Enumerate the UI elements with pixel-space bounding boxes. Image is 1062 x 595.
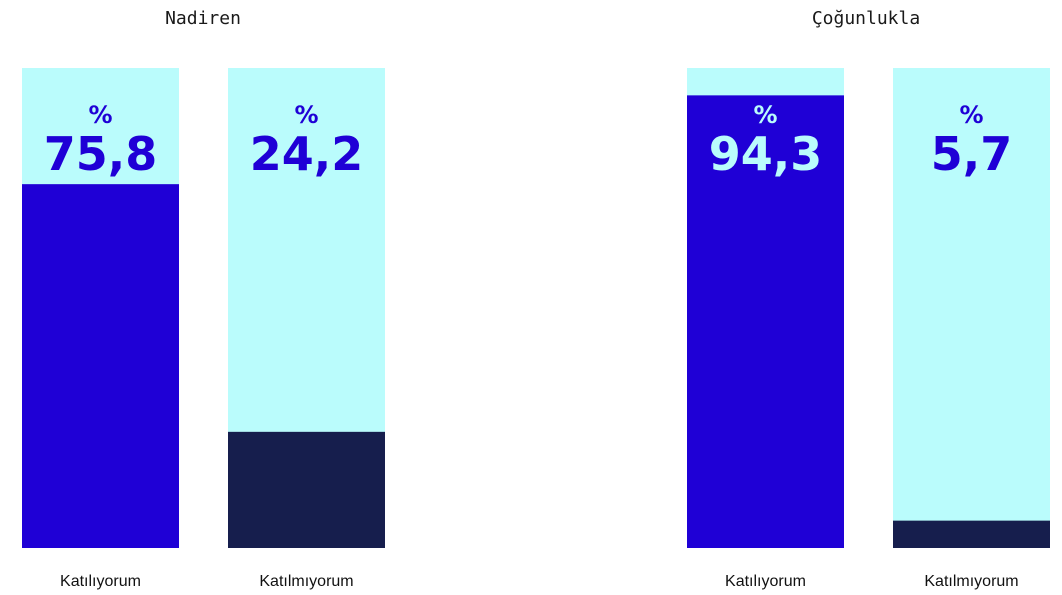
- value-label-pct-g0-disagree: %: [294, 101, 318, 129]
- value-label-pct-g1-agree: %: [753, 101, 777, 129]
- value-label-g1-disagree: 5,7: [931, 127, 1013, 181]
- group-title-nadiren: Nadiren: [165, 8, 241, 29]
- value-label-g1-agree: 94,3: [709, 127, 823, 181]
- bar-fill-g0-disagree: [228, 431, 385, 548]
- bar-fill-g0-agree: [22, 184, 179, 548]
- group-title-cogunlukla: Çoğunlukla: [812, 8, 920, 29]
- category-label-g0-disagree: Katılmıyorum: [259, 573, 353, 590]
- category-label-g1-agree: Katılıyorum: [725, 573, 806, 590]
- bar-fill-g1-disagree: [893, 520, 1050, 548]
- value-label-pct-g0-agree: %: [88, 101, 112, 129]
- category-label-g1-disagree: Katılmıyorum: [924, 573, 1018, 590]
- category-label-g0-agree: Katılıyorum: [60, 573, 141, 590]
- value-label-pct-g1-disagree: %: [959, 101, 983, 129]
- value-label-g0-disagree: 24,2: [250, 127, 364, 181]
- bars-layer: %75,8Katılıyorum%24,2Katılmıyorum%94,3Ka…: [22, 68, 1050, 590]
- bar-fill-g1-agree: [687, 95, 844, 549]
- value-label-g0-agree: 75,8: [44, 127, 158, 181]
- bar-track-g1-disagree: [893, 68, 1050, 548]
